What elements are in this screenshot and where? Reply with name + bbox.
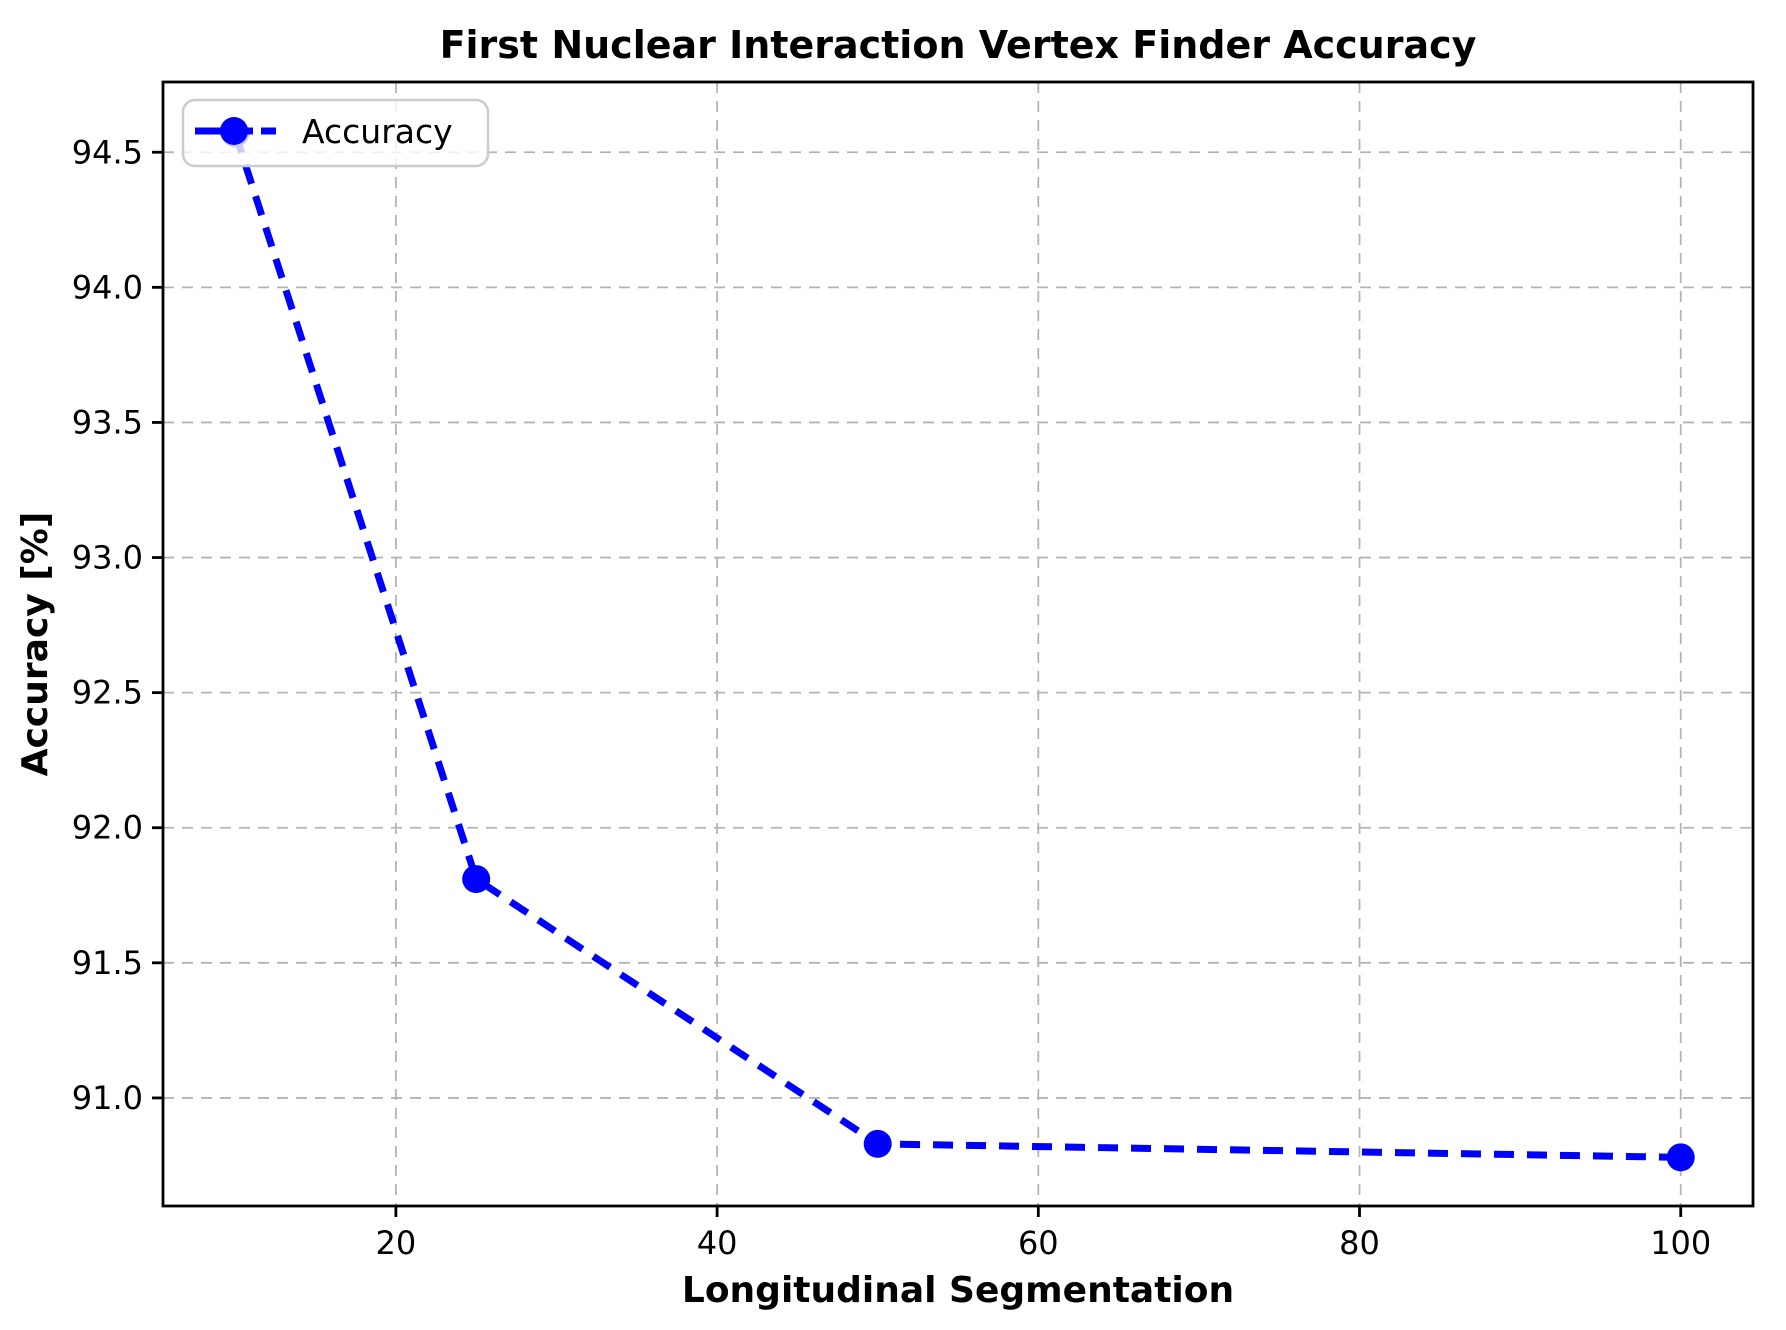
data-series-layer bbox=[221, 119, 1695, 1172]
legend-box bbox=[181, 98, 490, 168]
y-axis-label: Accuracy [%] bbox=[15, 512, 56, 777]
y-tick-label: 92.5 bbox=[72, 674, 143, 712]
y-tick-label: 94.5 bbox=[72, 133, 143, 171]
y-tick-label: 91.0 bbox=[72, 1079, 143, 1117]
y-tick-label: 93.5 bbox=[72, 403, 143, 441]
x-axis-label: Longitudinal Segmentation bbox=[682, 1270, 1234, 1311]
x-tick-label: 40 bbox=[697, 1224, 738, 1262]
legend-label: Accuracy bbox=[302, 112, 453, 151]
axis-ticks bbox=[152, 150, 1683, 1217]
legend: Accuracy bbox=[181, 98, 490, 168]
data-point bbox=[1666, 1143, 1695, 1172]
data-point bbox=[863, 1129, 892, 1158]
accuracy-line bbox=[231, 132, 1681, 1161]
x-tick-label: 80 bbox=[1339, 1224, 1380, 1262]
x-tick-label: 60 bbox=[1018, 1224, 1059, 1262]
plot-border bbox=[161, 80, 1755, 1208]
gridlines bbox=[163, 82, 1753, 1206]
y-tick-label: 92.0 bbox=[72, 809, 143, 847]
y-tick-label: 93.0 bbox=[72, 539, 143, 577]
x-tick-label: 100 bbox=[1650, 1224, 1711, 1262]
y-tick-label: 91.5 bbox=[72, 944, 143, 982]
x-tick-label: 20 bbox=[376, 1224, 417, 1262]
chart-title: First Nuclear Interaction Vertex Finder … bbox=[440, 23, 1477, 67]
data-point bbox=[462, 865, 491, 894]
axis-tick-labels: 20 40 60 80 100 91.0 91.5 92.0 92.5 93.0 93.5 94.0 9… bbox=[72, 133, 1712, 1262]
y-tick-label: 94.0 bbox=[72, 268, 143, 306]
legend-marker-icon bbox=[220, 117, 248, 145]
